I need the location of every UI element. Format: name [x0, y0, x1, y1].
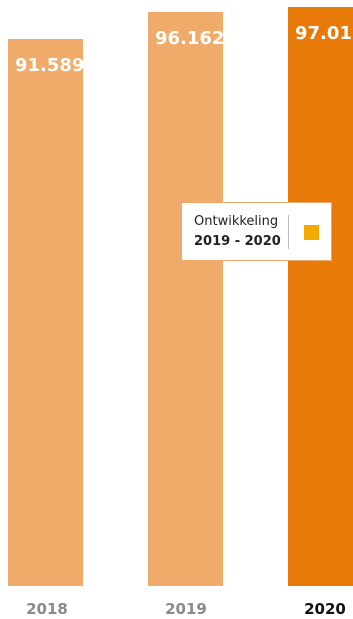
legend-swatch	[304, 225, 319, 240]
x-tick-label-2018: 2018	[26, 600, 68, 618]
bar-2019	[148, 11, 223, 586]
legend: Ontwikkeling 2019 - 2020	[181, 202, 332, 261]
bar-value-label-2019: 96.162	[155, 27, 225, 49]
bar-value-label-2018: 91.589	[15, 55, 85, 77]
legend-title: Ontwikkeling	[194, 214, 279, 229]
x-tick-label-2020: 2020	[304, 600, 346, 618]
bar-value-label-2020: 97.015	[295, 22, 353, 44]
legend-period: 2019 - 2020	[194, 234, 281, 249]
x-tick-label-2019: 2019	[165, 600, 207, 618]
legend-separator	[288, 215, 289, 249]
bar-2020	[288, 6, 353, 586]
bar-2018	[8, 39, 83, 586]
